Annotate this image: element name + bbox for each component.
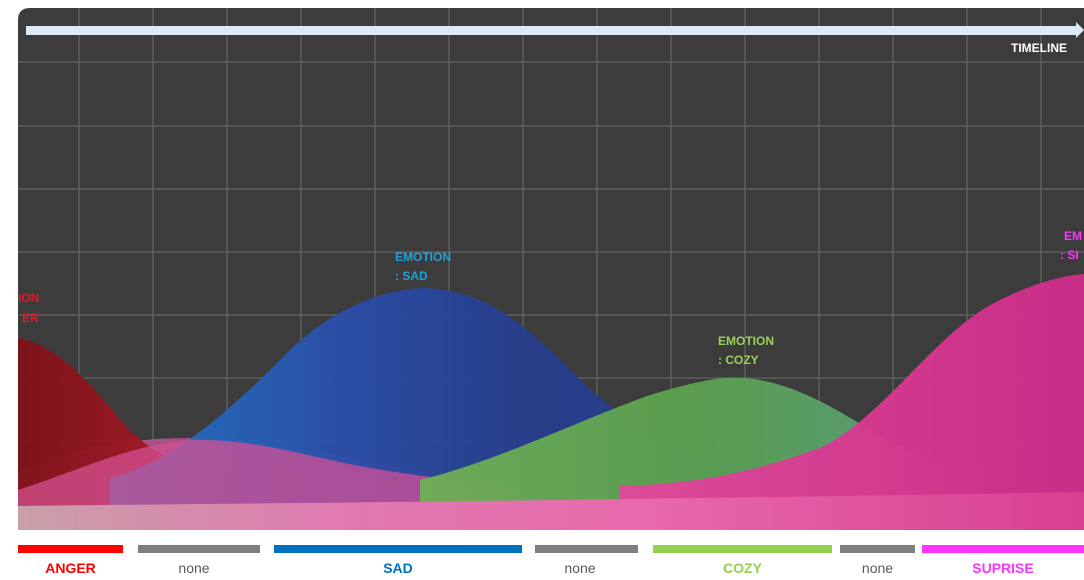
legend-label-anger: ANGER	[18, 560, 123, 576]
anger-label-line1: ION	[18, 291, 39, 305]
suprise-label-line2: : SI	[1060, 248, 1079, 262]
legend-bar-anger	[18, 545, 123, 553]
timeline-label: TIMELINE	[1011, 41, 1067, 55]
cozy-label-line2: : COZY	[718, 353, 759, 367]
legend-bar-none-1	[138, 545, 260, 553]
anger-label-line2: ER	[22, 311, 39, 325]
legend-bar-none-3	[840, 545, 915, 553]
legend-bar-cozy	[653, 545, 832, 553]
floor-base	[18, 516, 1084, 530]
legend-label-suprise: SUPRISE	[922, 560, 1084, 576]
legend-bar-suprise	[922, 545, 1084, 553]
legend-label-none-2: none	[535, 560, 625, 576]
timeline-arrow-shaft	[26, 26, 1076, 35]
legend-label-none-1: none	[138, 560, 250, 576]
legend-label-sad: SAD	[274, 560, 522, 576]
suprise-label-line1: EM	[1064, 229, 1082, 243]
legend-bar-sad	[274, 545, 522, 553]
legend-label-none-3: none	[840, 560, 915, 576]
sad-label-line1: EMOTION	[395, 250, 451, 264]
cozy-label-line1: EMOTION	[718, 334, 774, 348]
legend-label-cozy: COZY	[653, 560, 832, 576]
legend-bar-none-2	[535, 545, 638, 553]
sad-label-line2: : SAD	[395, 269, 428, 283]
